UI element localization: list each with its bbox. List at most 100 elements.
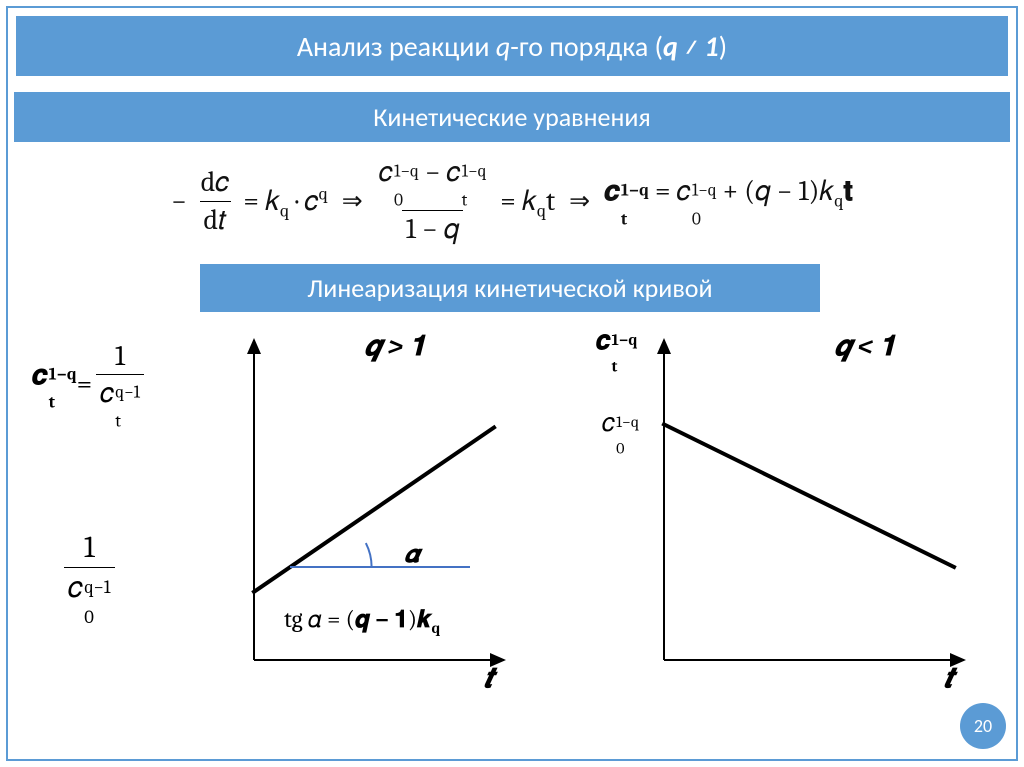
yaxis-sub: t	[612, 360, 638, 376]
eq-c0-sup: 1−q	[394, 164, 419, 181]
eq-ct-sup: 1−q	[462, 164, 487, 181]
page-number-badge: 20	[960, 703, 1006, 749]
eq-final-c0ss: 1−q0	[692, 192, 717, 227]
eq-final-sub: t	[621, 211, 649, 228]
eq-final-eq: = 𝑐	[649, 175, 691, 207]
chart-q-gt-1: 𝒒 > 𝟏 𝜶 tg 𝛼 = (𝒒 − 𝟏)𝒌q 𝒕	[224, 330, 514, 710]
int-sub: 0	[616, 442, 639, 458]
eq-minus-ct: − 𝑐	[419, 156, 461, 188]
identity-lhs: 𝒄1−qt	[32, 359, 77, 411]
page-number: 20	[974, 715, 992, 737]
tg-k: 𝒌	[417, 605, 432, 633]
eq-final-c0-sup: 1−q	[692, 183, 717, 200]
eq-ct-sub: t	[462, 192, 487, 209]
eq-final-ksub: q	[834, 191, 843, 212]
yaxis-sup: 1−q	[612, 333, 638, 349]
eq-k: = 𝑘	[243, 185, 280, 217]
slide-title: Анализ реакции q-го порядка (q ≠ 1)	[297, 29, 727, 64]
intercept-den-sub: 0	[84, 608, 110, 627]
title-bar: Анализ реакции q-го порядка (q ≠ 1)	[14, 14, 1010, 78]
intercept-num: 1	[80, 530, 99, 567]
identity-den-ss: q−1t	[115, 394, 140, 429]
title-prefix: Анализ реакции	[297, 29, 496, 64]
eq-final-ss: 1−qt	[621, 192, 649, 227]
intercept-label-left: 1 𝑐q−10	[60, 530, 119, 625]
kinetic-equation: − d𝑐 d𝑡 = 𝑘q · 𝑐q ⇒ 𝑐1−q0 − 𝑐1−qt 1 − 𝑞 …	[30, 156, 994, 246]
identity-num: 1	[111, 340, 129, 374]
yaxis-ss: 1−qt	[612, 342, 638, 374]
eq-final-c0-sub: 0	[692, 211, 717, 228]
yaxis-c: 𝒄	[596, 326, 611, 356]
identity-den-sup: q−1	[115, 385, 140, 402]
eq-dcdt-den: d𝑡	[200, 201, 231, 237]
eq-dcdt-num: d𝑐	[197, 166, 234, 201]
identity-sub: t	[49, 395, 77, 412]
intercept-label-right: 𝑐1−q0	[602, 408, 639, 456]
title-middle: -го порядка (	[510, 29, 663, 64]
eq-k2-sub: q	[537, 200, 546, 221]
t-label-right: 𝒕	[944, 662, 953, 695]
eq-final-c: 𝒄	[604, 175, 620, 207]
linearization-text: Линеаризация кинетической кривой	[307, 272, 712, 304]
alpha-label: 𝜶	[404, 540, 419, 568]
title-suffix: )	[719, 29, 728, 64]
eq-cdot: · 𝑐	[289, 185, 318, 217]
eq-frac2-den: 1 − 𝑞	[402, 210, 464, 246]
arrow-2: ⇒	[569, 186, 590, 216]
intercept-frac: 1 𝑐q−10	[64, 530, 115, 625]
eq-c0-ss: 1−q0	[394, 173, 419, 208]
tg-ksub: q	[432, 619, 441, 637]
identity-den-c: 𝑐	[100, 377, 114, 409]
eq-t: t	[546, 185, 555, 217]
eq-minus: −	[171, 185, 187, 217]
chart-left-svg	[224, 330, 514, 690]
eq-frac2-num: 𝑐1−q0 − 𝑐1−qt	[375, 156, 490, 210]
eq-final-t: 𝐭	[843, 175, 852, 207]
tg-mid: )	[408, 605, 417, 633]
eq-final-plus: + (𝑞 − 1)𝑘	[716, 175, 834, 207]
identity-eq-sign: =	[77, 368, 93, 400]
eq-c0: 𝑐	[379, 156, 393, 188]
chart-q-lt-1: 𝒒 < 𝟏 𝒄1−qt 𝑐1−q0 𝒕	[604, 330, 974, 710]
intercept-den-ss: q−10	[84, 588, 110, 625]
tg-alpha-eq: tg 𝛼 = (𝒒 − 𝟏)𝒌q	[284, 605, 440, 633]
identity-sup: 1−q	[49, 366, 77, 383]
tg-bold: 𝒒 − 𝟏	[355, 605, 408, 633]
intercept-den-sup: q−1	[84, 577, 110, 596]
arrow-1: ⇒	[342, 186, 363, 216]
title-cond: q ≠ 1	[663, 29, 719, 64]
q-gt-1-label: 𝒒 > 𝟏	[364, 330, 425, 363]
t-label-left: 𝒕	[484, 662, 493, 695]
intercept-den-c: 𝑐	[68, 570, 83, 605]
tg-prefix: tg 𝛼 = (	[284, 605, 355, 633]
identity-den: 𝑐q−1t	[96, 374, 144, 429]
subheader-bar: Кинетические уравнения	[14, 92, 1010, 142]
eq-k2: = 𝑘	[500, 185, 537, 217]
eq-frac2: 𝑐1−q0 − 𝑐1−qt 1 − 𝑞	[375, 156, 490, 246]
linearization-bar: Линеаризация кинетической кривой	[200, 264, 820, 312]
chart-area: 𝒄1−qt = 1 𝑐q−1t 1 𝑐q−10 𝒒 > 𝟏 𝜶 tg 𝛼 = (…	[14, 330, 1010, 753]
eq-cq-sup: q	[319, 183, 328, 204]
eq-final: 𝒄1−qt = 𝑐1−q0 + (𝑞 − 1)𝑘q𝐭	[604, 175, 853, 227]
title-q: q	[496, 29, 510, 64]
identity-ss: 1−qt	[49, 376, 77, 411]
identity-c: 𝒄	[32, 359, 48, 391]
eq-final-sup: 1−q	[621, 183, 649, 200]
identity-eq: 𝒄1−qt = 1 𝑐q−1t	[32, 340, 148, 429]
eq-c0-sub: 0	[394, 192, 419, 209]
eq-k-sub: q	[280, 200, 289, 221]
eq-ct-ss: 1−qt	[462, 173, 487, 208]
y-axis-label-right: 𝒄1−qt	[596, 326, 637, 374]
chart-right-svg	[604, 330, 974, 690]
eq-dcdt-frac: d𝑐 d𝑡	[197, 166, 234, 237]
subheader-text: Кинетические уравнения	[373, 101, 651, 133]
intercept-den: 𝑐q−10	[64, 567, 115, 625]
q-lt-1-label: 𝒒 < 𝟏	[834, 330, 895, 363]
int-sup: 1−q	[616, 415, 639, 431]
int-ss: 1−q0	[616, 424, 639, 456]
eq-kq: = 𝑘q · 𝑐q	[243, 185, 327, 218]
eq-kqt: = 𝑘qt	[500, 185, 555, 218]
identity-frac: 1 𝑐q−1t	[96, 340, 144, 429]
identity-den-sub: t	[115, 413, 140, 430]
int-c: 𝑐	[602, 408, 615, 438]
